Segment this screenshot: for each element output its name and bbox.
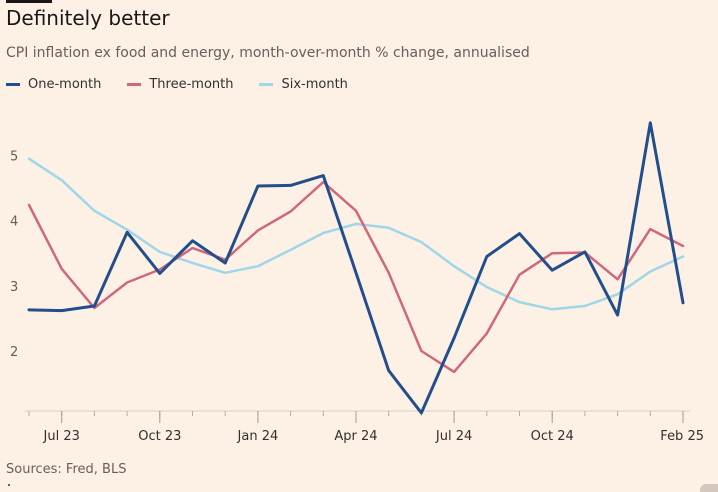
series-line-six-month — [27, 157, 685, 311]
y-tick-label: 3 — [10, 280, 18, 295]
chart-legend: One-month Three-month Six-month — [6, 77, 348, 92]
x-tick-label: Apr 24 — [334, 429, 377, 444]
footnote-dot — [8, 484, 10, 486]
source-note: Sources: Fred, BLS — [6, 462, 127, 477]
legend-swatch-three-month — [127, 83, 142, 86]
x-tick-label: Jul 23 — [43, 429, 80, 444]
line-chart: 2 3 4 5 Jul 23 Oct 23 Jan 24 Apr 24 Jul 24 Oct 24… — [10, 121, 704, 444]
legend-item-one-month: One-month — [6, 77, 101, 92]
legend-swatch-one-month — [6, 83, 20, 86]
chart-title: Definitely better — [6, 6, 170, 30]
legend-item-six-month: Six-month — [259, 77, 348, 92]
x-tick-label: Oct 24 — [531, 429, 574, 444]
corner-mark — [700, 484, 718, 492]
x-tick-label: Jan 24 — [237, 429, 279, 444]
chart-subtitle: CPI inflation ex food and energy, month-… — [6, 45, 530, 61]
legend-swatch-six-month — [259, 83, 274, 86]
legend-label-one-month: One-month — [28, 77, 102, 92]
y-tick-label: 5 — [10, 149, 18, 164]
legend-label-six-month: Six-month — [281, 77, 348, 92]
legend-item-three-month: Three-month — [127, 77, 233, 92]
legend-label-three-month: Three-month — [149, 77, 234, 92]
series-line-three-month — [27, 180, 685, 374]
series-line-one-month — [27, 121, 685, 415]
brand-top-bar — [6, 0, 52, 3]
y-tick-label: 2 — [10, 345, 18, 360]
x-tick-label: Jul 24 — [435, 429, 472, 444]
y-tick-label: 4 — [10, 215, 18, 230]
x-tick-label: Oct 23 — [138, 429, 181, 444]
x-tick-label: Feb 25 — [660, 429, 704, 444]
